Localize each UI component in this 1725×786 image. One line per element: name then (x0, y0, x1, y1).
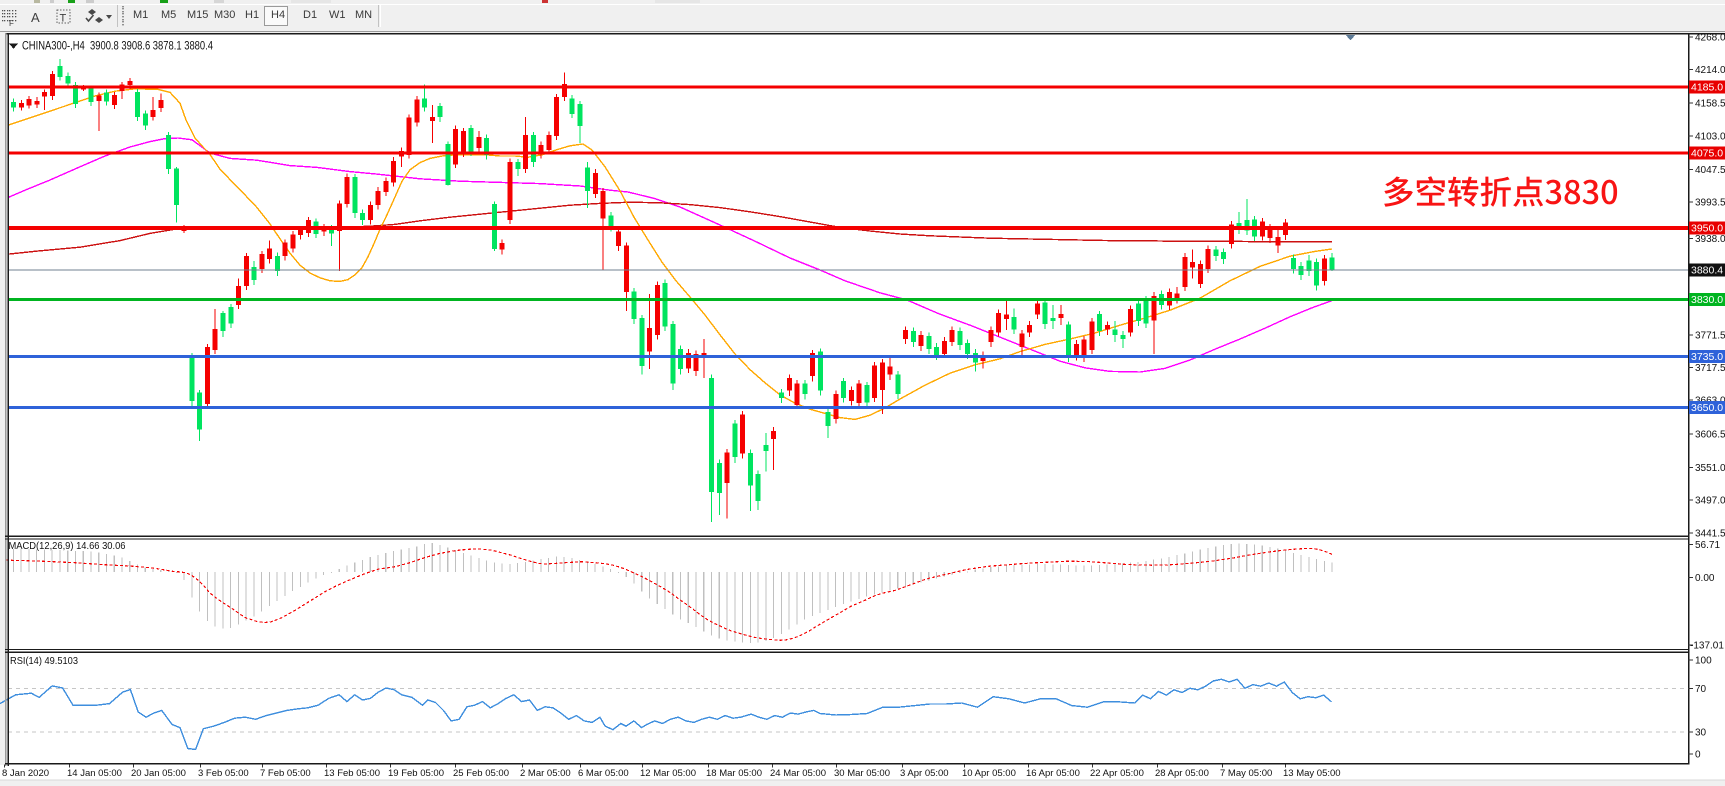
svg-text:A: A (31, 10, 40, 25)
svg-text:13 Feb 05:00: 13 Feb 05:00 (324, 768, 380, 779)
svg-text:3497.0: 3497.0 (1695, 495, 1725, 506)
svg-text:4158.5: 4158.5 (1695, 98, 1725, 109)
svg-text:F: F (9, 19, 14, 28)
svg-text:18 Mar 05:00: 18 Mar 05:00 (706, 768, 762, 779)
svg-text:3650.0: 3650.0 (1691, 402, 1723, 414)
svg-text:4103.0: 4103.0 (1695, 132, 1725, 143)
svg-text:3993.5: 3993.5 (1695, 197, 1725, 208)
svg-text:-137.01: -137.01 (1690, 641, 1724, 652)
svg-text:3 Feb 05:00: 3 Feb 05:00 (198, 768, 249, 779)
svg-text:3830.0: 3830.0 (1691, 294, 1723, 306)
svg-text:19 Feb 05:00: 19 Feb 05:00 (388, 768, 444, 779)
svg-text:0: 0 (1695, 750, 1701, 761)
svg-text:7 May 05:00: 7 May 05:00 (1220, 768, 1272, 779)
svg-text:0.00: 0.00 (1695, 573, 1715, 584)
svg-text:24 Mar 05:00: 24 Mar 05:00 (770, 768, 826, 779)
svg-text:CHINA300-,H4 3900.8 3908.6 38: CHINA300-,H4 3900.8 3908.6 3878.1 3880.4 (22, 41, 213, 53)
svg-text:7 Feb 05:00: 7 Feb 05:00 (260, 768, 311, 779)
svg-text:28 Apr 05:00: 28 Apr 05:00 (1155, 768, 1209, 779)
svg-text:2 Mar 05:00: 2 Mar 05:00 (520, 768, 571, 779)
svg-text:100: 100 (1695, 656, 1712, 667)
svg-text:25 Feb 05:00: 25 Feb 05:00 (453, 768, 509, 779)
svg-text:3771.5: 3771.5 (1695, 331, 1725, 342)
svg-text:20 Jan 05:00: 20 Jan 05:00 (131, 768, 186, 779)
svg-text:22 Apr 05:00: 22 Apr 05:00 (1090, 768, 1144, 779)
svg-text:16 Apr 05:00: 16 Apr 05:00 (1026, 768, 1080, 779)
svg-text:4214.0: 4214.0 (1695, 65, 1725, 76)
svg-text:4075.0: 4075.0 (1691, 148, 1723, 160)
svg-text:14 Jan 05:00: 14 Jan 05:00 (67, 768, 122, 779)
svg-text:8 Jan 2020: 8 Jan 2020 (2, 768, 49, 779)
svg-text:3950.0: 3950.0 (1691, 223, 1723, 235)
svg-text:30 Mar 05:00: 30 Mar 05:00 (834, 768, 890, 779)
svg-text:3606.5: 3606.5 (1695, 430, 1725, 441)
svg-text:10 Apr 05:00: 10 Apr 05:00 (962, 768, 1016, 779)
svg-text:4047.5: 4047.5 (1695, 165, 1725, 176)
svg-text:6 Mar 05:00: 6 Mar 05:00 (578, 768, 629, 779)
svg-text:T: T (60, 13, 67, 25)
svg-text:3717.5: 3717.5 (1695, 363, 1725, 374)
svg-text:3735.0: 3735.0 (1691, 351, 1723, 363)
svg-text:30: 30 (1695, 727, 1707, 738)
svg-text:70: 70 (1695, 684, 1707, 695)
svg-text:MACD(12,26,9) 14.66 30.06: MACD(12,26,9) 14.66 30.06 (9, 540, 126, 552)
svg-text:12 Mar 05:00: 12 Mar 05:00 (640, 768, 696, 779)
svg-text:3938.0: 3938.0 (1695, 234, 1725, 245)
svg-text:3 Apr 05:00: 3 Apr 05:00 (900, 768, 949, 779)
svg-text:4185.0: 4185.0 (1691, 82, 1723, 94)
svg-text:56.71: 56.71 (1695, 540, 1720, 551)
svg-text:RSI(14) 49.5103: RSI(14) 49.5103 (10, 655, 78, 667)
svg-text:4268.0: 4268.0 (1695, 33, 1725, 44)
svg-text:3551.0: 3551.0 (1695, 463, 1725, 474)
svg-text:3441.5: 3441.5 (1695, 529, 1725, 540)
svg-text:13 May 05:00: 13 May 05:00 (1283, 768, 1341, 779)
svg-text:3880.4: 3880.4 (1691, 265, 1723, 277)
